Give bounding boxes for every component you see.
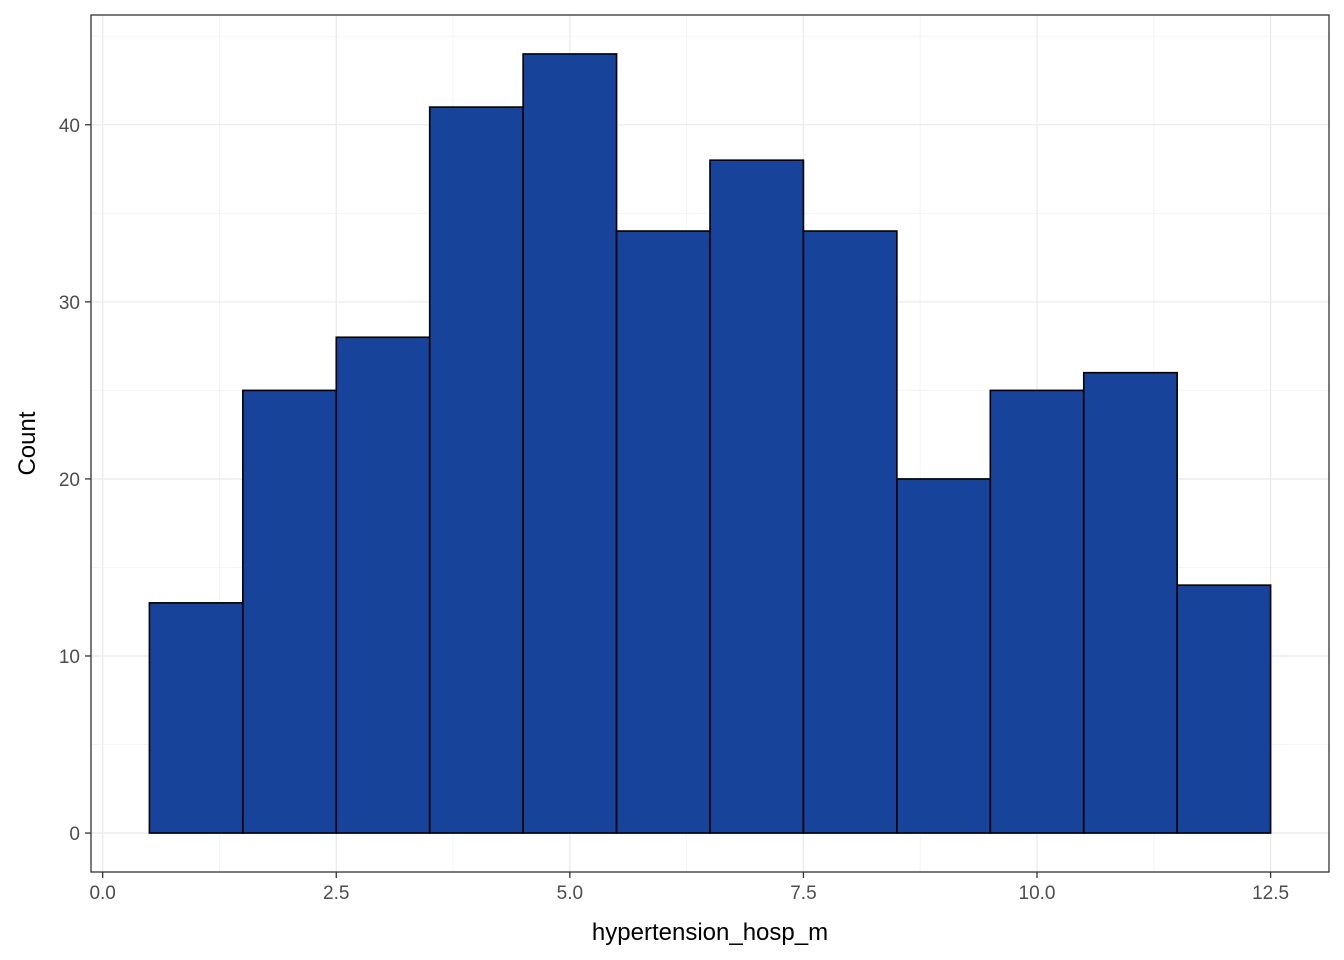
x-tick-label: 7.5 (790, 883, 816, 904)
y-tick-label: 10 (59, 647, 80, 668)
histogram-bar (802, 230, 898, 834)
y-tick-label: 30 (59, 293, 80, 314)
x-tick-label: 0.0 (89, 883, 115, 904)
histogram-bar (428, 106, 524, 834)
x-axis-title: hypertension_hosp_m (592, 919, 828, 946)
histogram-bar (148, 602, 244, 834)
histogram-bar (709, 159, 805, 834)
x-axis: 0.0 2.5 5.0 7.5 10.0 12.5 (89, 872, 1289, 904)
histogram-bar (335, 336, 431, 834)
histogram-bar (242, 389, 338, 834)
x-tick-label: 10.0 (1019, 883, 1056, 904)
histogram-bar (896, 478, 992, 834)
y-tick-label: 40 (59, 116, 80, 137)
x-tick-label: 2.5 (323, 883, 349, 904)
y-tick-label: 20 (59, 470, 80, 491)
histogram-bars (148, 53, 1272, 834)
histogram-bar (1176, 584, 1272, 834)
y-tick-label: 0 (69, 824, 80, 845)
panel-border (90, 14, 1330, 873)
histogram-bar (522, 53, 618, 834)
x-tick-label: 12.5 (1252, 883, 1289, 904)
y-axis: 0 10 20 30 40 (59, 116, 91, 845)
histogram-bar (1082, 371, 1178, 834)
histogram-bar (989, 389, 1085, 834)
y-axis-title: Count (14, 411, 41, 475)
x-tick-label: 5.0 (557, 883, 583, 904)
histogram-bar (615, 230, 711, 834)
